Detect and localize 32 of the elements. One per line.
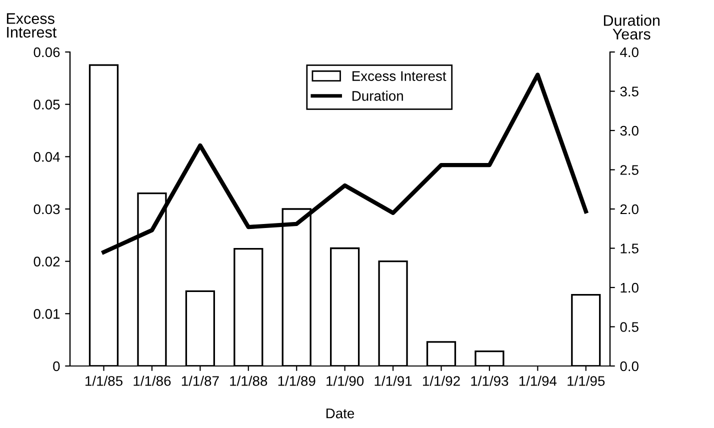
x-tick-label: 1/1/93 [471,376,508,386]
x-tick-label: 1/1/89 [278,376,316,386]
y2-axis-title: Duration Years [604,14,660,40]
x-tick-label: 1/1/88 [230,376,268,386]
legend-label: Duration [352,90,403,101]
y2-tick-label: 4.0 [620,47,638,58]
x-tick-label: 1/1/92 [423,376,460,386]
y-tick-label: 0.04 [34,152,60,162]
y-tick-label: 0.02 [34,256,60,267]
y-tick-label: 0.06 [34,47,60,58]
y-axis-title: Excess Interest [6,13,57,38]
y2-tick-label: 1.5 [620,244,638,254]
y2-tick-label: 2.5 [620,165,638,175]
y-tick-label: 0.01 [34,309,60,319]
x-tick-label: 1/1/91 [374,376,412,386]
y-tick-label: 0.03 [34,204,60,214]
x-tick-label: 1/1/85 [86,376,122,386]
y2-tick-label: 3.5 [620,86,638,96]
y-tick-label: 0.05 [34,100,60,110]
x-tick-label: 1/1/95 [568,376,605,386]
x-tick-label: 1/1/94 [519,376,557,386]
x-tick-label: 1/1/87 [182,376,219,386]
y2-tick-label: 0.5 [620,322,638,332]
y2-tick-label: 2.0 [620,204,638,214]
x-axis-title: Date [326,408,354,418]
y2-tick-label: 1.0 [620,282,638,293]
legend-label: Excess Interest [352,71,446,81]
y2-tick-label: 0.0 [620,361,638,372]
x-tick-label: 1/1/90 [326,376,364,386]
x-tick-label: 1/1/86 [134,376,171,386]
y-tick-label: 0 [53,361,60,372]
y2-tick-label: 3.0 [620,126,638,136]
